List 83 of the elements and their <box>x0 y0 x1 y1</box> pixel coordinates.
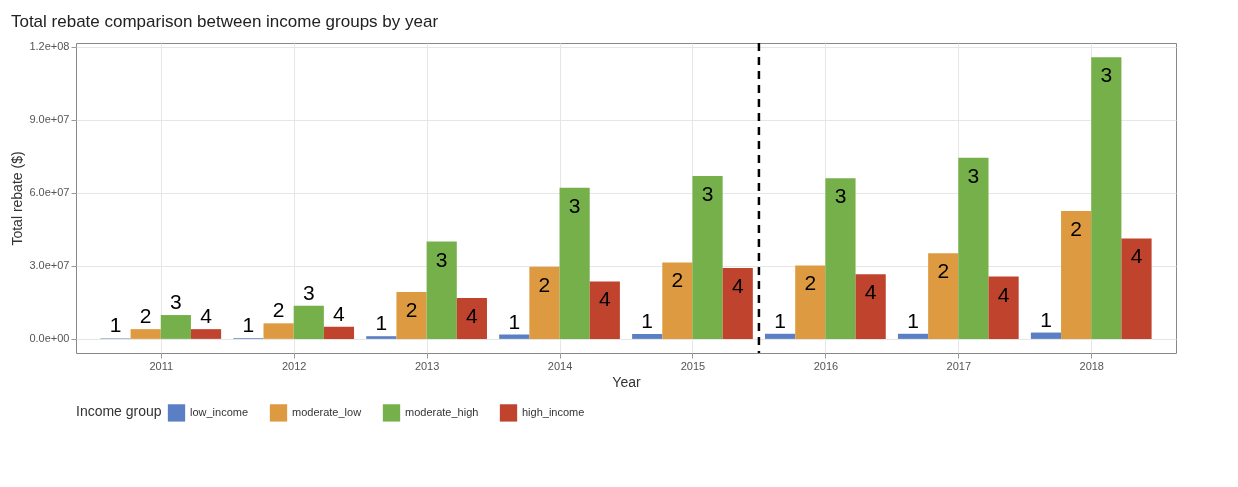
annotation: 2 <box>671 268 684 292</box>
annotation: 4 <box>200 304 213 328</box>
annotation: 4 <box>997 282 1010 306</box>
annotation: 1 <box>375 311 388 335</box>
bar <box>160 315 191 339</box>
bar <box>988 276 1019 339</box>
bar <box>958 157 989 339</box>
annotation: 2 <box>937 259 950 283</box>
bar <box>855 274 886 339</box>
bar <box>529 266 560 339</box>
annotation: 2 <box>538 272 551 296</box>
annotation: 3 <box>435 247 448 271</box>
annotation: 3 <box>1100 63 1113 87</box>
annotation: 3 <box>170 290 182 314</box>
bar <box>1121 238 1152 339</box>
bar <box>1030 332 1062 339</box>
bar <box>499 334 530 339</box>
y-tick-label: 1.2e+08 <box>29 40 70 53</box>
bar <box>692 176 723 339</box>
bar <box>662 262 693 339</box>
bar <box>765 333 796 339</box>
annotation: 4 <box>598 287 611 311</box>
legend-label: moderate_high <box>405 405 479 418</box>
bar <box>293 305 324 339</box>
x-tick-label: 2012 <box>281 359 307 372</box>
annotation: 3 <box>568 193 581 217</box>
y-tick-label: 3.0e+07 <box>29 259 70 272</box>
legend-label: high_income <box>522 405 585 418</box>
bar <box>130 329 161 339</box>
annotation: 4 <box>864 280 877 304</box>
bar <box>190 329 222 339</box>
chart-title: Total rebate comparison between income groups by year <box>10 11 439 31</box>
legend-label: moderate_low <box>292 405 362 418</box>
legend-label: low_income <box>190 405 249 418</box>
y-tick-label: 0.0e+00 <box>29 332 70 345</box>
bar <box>396 291 427 339</box>
annotation: 4 <box>466 304 479 328</box>
x-tick-label: 2014 <box>547 359 573 372</box>
annotation: 4 <box>731 274 744 298</box>
annotation: 3 <box>967 163 980 187</box>
bar <box>897 333 929 339</box>
bar <box>559 187 590 339</box>
annotation: 4 <box>333 301 346 325</box>
x-tick-label: 2017 <box>946 359 972 372</box>
x-tick-label: 2016 <box>813 359 839 372</box>
x-tick-label: 2013 <box>414 359 440 372</box>
annotation: 2 <box>272 298 285 322</box>
annotation: 1 <box>1040 307 1052 331</box>
annotation: 1 <box>907 308 919 332</box>
bar <box>1061 210 1092 339</box>
bar <box>366 336 397 339</box>
bar <box>426 241 457 339</box>
annotation: 2 <box>804 271 817 295</box>
annotation: 4 <box>1130 244 1143 268</box>
bar <box>632 334 663 339</box>
annotation: 1 <box>641 309 654 333</box>
annotation: 1 <box>774 308 786 332</box>
x-axis-title: Year <box>612 373 641 390</box>
y-tick-label: 9.0e+07 <box>29 113 70 126</box>
bar <box>722 268 753 339</box>
annotation: 3 <box>834 184 847 208</box>
bar <box>795 265 826 339</box>
x-tick-label: 2011 <box>149 359 174 372</box>
annotation: 2 <box>405 297 418 321</box>
y-axis-title: Total rebate ($) <box>9 151 26 246</box>
annotation: 2 <box>139 304 152 328</box>
annotation: 1 <box>242 313 255 337</box>
bar <box>589 281 620 339</box>
bar <box>456 298 487 339</box>
bar <box>825 178 856 339</box>
legend-title: Income group <box>76 403 162 419</box>
x-tick-label: 2018 <box>1079 359 1104 372</box>
annotation: 2 <box>1070 216 1082 240</box>
annotation: 3 <box>701 182 714 206</box>
annotation: 3 <box>302 280 315 304</box>
x-tick-label: 2015 <box>680 359 706 372</box>
y-tick-label: 6.0e+07 <box>29 186 70 199</box>
annotation: 1 <box>508 309 521 333</box>
annotation: 1 <box>109 313 122 337</box>
bar <box>323 326 355 339</box>
bar <box>928 253 959 339</box>
bar <box>1091 57 1122 339</box>
bar <box>263 323 294 339</box>
